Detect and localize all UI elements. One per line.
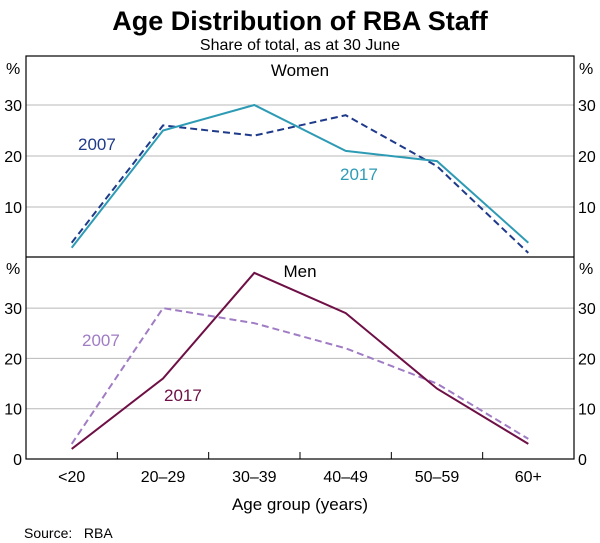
- women-series-lines: [70, 103, 529, 254]
- men-panel-title: Men: [283, 262, 316, 281]
- x-tick-label-4: 50–59: [415, 469, 460, 486]
- men-right-tick-0: 0: [578, 452, 587, 469]
- x-tick-label-3: 40–49: [323, 469, 368, 486]
- men-left-tick-20: 20: [4, 351, 22, 368]
- plot-frame: [25, 55, 575, 460]
- men-2007-label: 2007: [82, 331, 120, 350]
- chart-title: Age Distribution of RBA Staff: [112, 6, 488, 36]
- women-right-unit-label: %: [579, 61, 593, 78]
- x-tick-labels: <20 20–29 30–39 40–49 50–59 60+: [58, 469, 542, 486]
- x-tick-label-1: 20–29: [141, 469, 186, 486]
- women-gridlines: [26, 104, 574, 208]
- men-gridlines: [26, 307, 574, 410]
- men-series-lines: [70, 271, 529, 450]
- women-right-tick-10: 10: [578, 200, 596, 217]
- women-left-unit-label: %: [6, 61, 20, 78]
- x-tick-label-5: 60+: [515, 469, 542, 486]
- chart-subtitle: Share of total, as at 30 June: [200, 37, 400, 54]
- men-left-tick-0: 0: [13, 452, 22, 469]
- men-right-tick-10: 10: [578, 402, 596, 419]
- women-panel: Women % % 10 10 20 20 30 30 2007 2017: [4, 61, 596, 254]
- men-left-unit-label: %: [6, 261, 20, 278]
- men-2017-label: 2017: [164, 386, 202, 405]
- women-panel-title: Women: [271, 61, 329, 80]
- women-y-tick-labels: 10 10 20 20 30 30: [4, 98, 596, 217]
- men-panel: Men % % 0 0 10 10 20 20 30 30 2007 2017: [4, 261, 596, 469]
- x-axis-label: Age group (years): [232, 495, 368, 514]
- women-right-tick-20: 20: [578, 149, 596, 166]
- women-left-tick-10: 10: [4, 200, 22, 217]
- women-left-tick-20: 20: [4, 149, 22, 166]
- men-right-tick-30: 30: [578, 301, 596, 318]
- women-2007-label: 2007: [78, 135, 116, 154]
- men-series-2017-line: [71, 271, 529, 450]
- x-tick-label-0: <20: [58, 469, 85, 486]
- women-right-tick-30: 30: [578, 98, 596, 115]
- men-left-tick-30: 30: [4, 301, 22, 318]
- men-right-tick-20: 20: [578, 351, 596, 368]
- men-right-unit-label: %: [579, 261, 593, 278]
- x-tick-label-2: 30–39: [232, 469, 277, 486]
- women-series-2007-line: [70, 114, 529, 254]
- women-series-2017-line: [70, 103, 529, 249]
- men-y-tick-labels: 0 0 10 10 20 20 30 30: [4, 301, 596, 469]
- men-series-2007-line: [70, 307, 529, 445]
- women-left-tick-30: 30: [4, 98, 22, 115]
- women-2017-label: 2017: [340, 165, 378, 184]
- source-note: Source: RBA: [24, 525, 113, 541]
- men-left-tick-10: 10: [4, 402, 22, 419]
